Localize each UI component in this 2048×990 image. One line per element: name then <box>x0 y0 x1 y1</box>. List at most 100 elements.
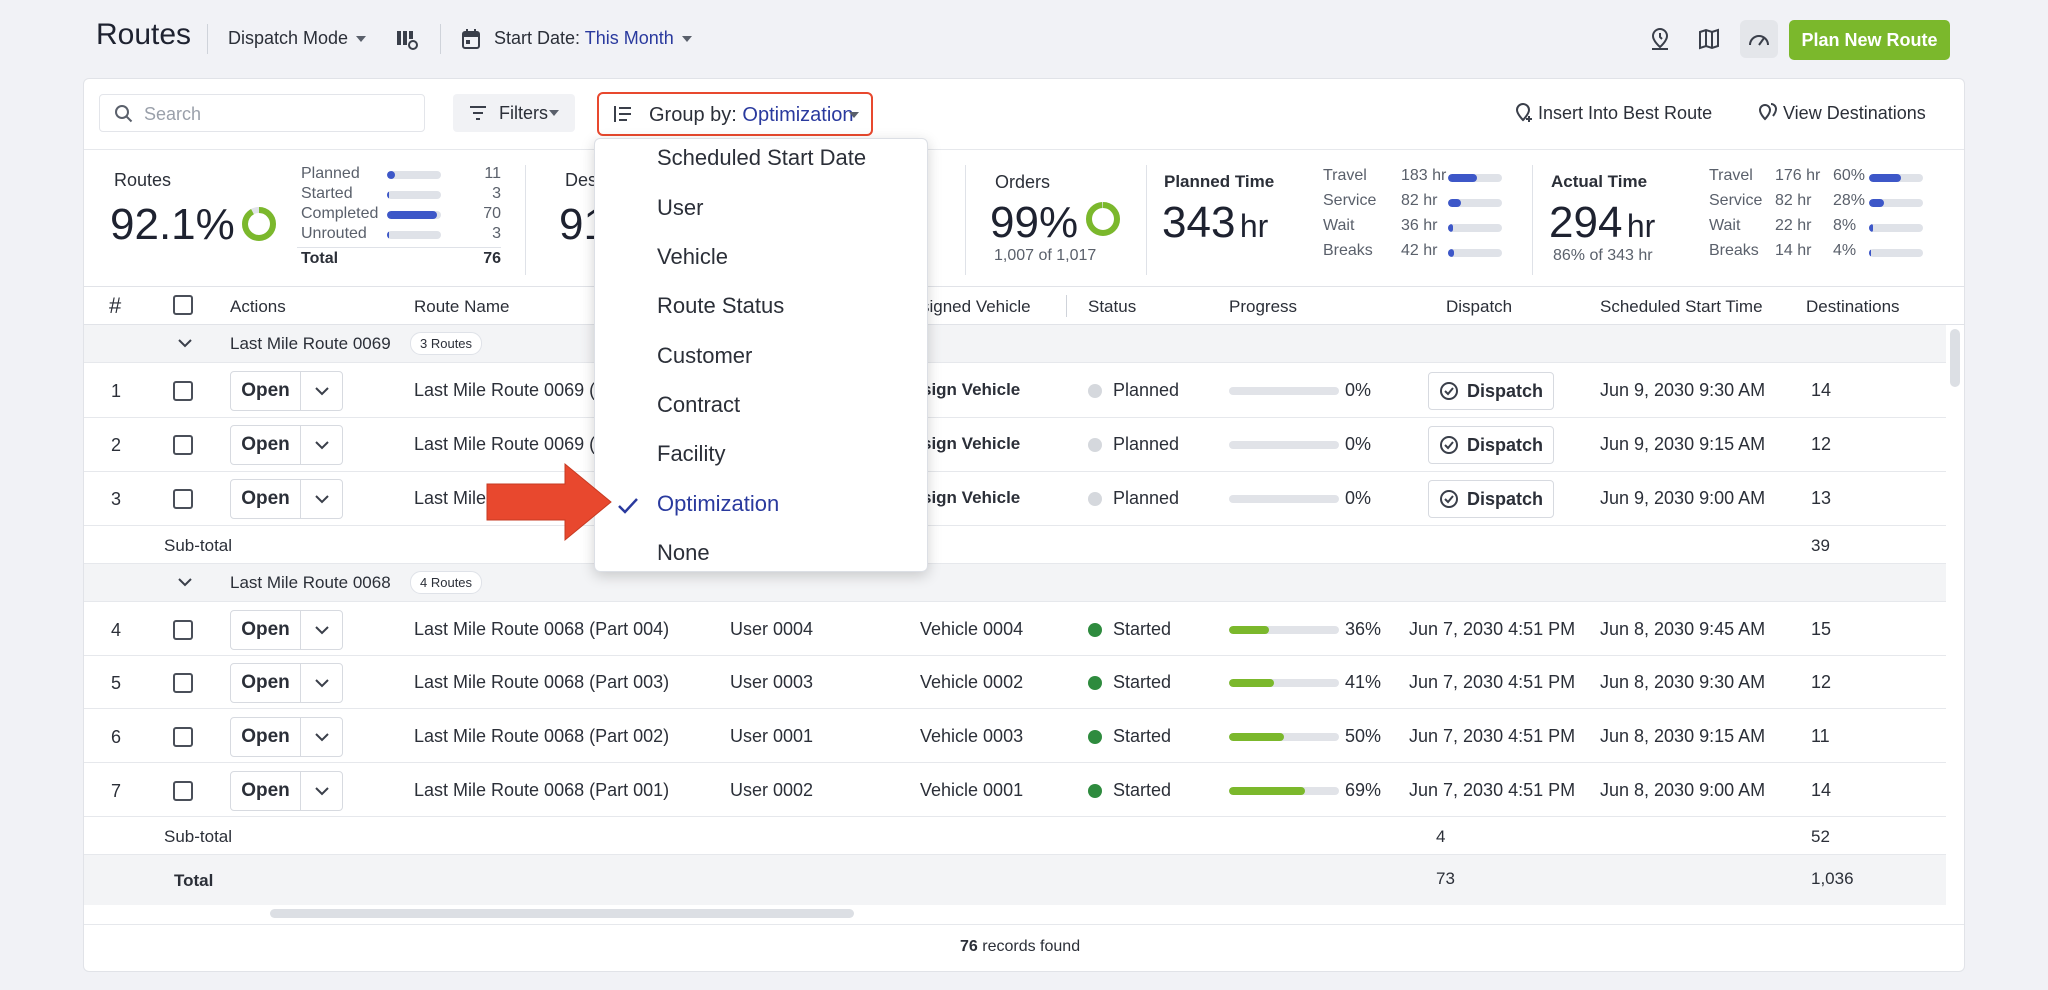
col-resize-handle[interactable] <box>1066 295 1067 317</box>
group-row[interactable]: Last Mile Route 0069 3 Routes <box>84 325 1946 363</box>
plan-new-route-button[interactable]: Plan New Route <box>1789 20 1950 60</box>
menu-item-facility[interactable]: Facility <box>657 441 726 466</box>
open-menu-chevron[interactable] <box>301 772 342 810</box>
col-scheduled-start[interactable]: Scheduled Start Time <box>1600 297 1763 316</box>
time-stat-pct: 4% <box>1833 242 1857 259</box>
time-stat-row: Breaks 42 hr <box>1323 242 1503 267</box>
open-split-button[interactable]: Open <box>230 663 343 703</box>
routes-stat-row: Started 3 <box>297 185 501 205</box>
menu-item-user[interactable]: User <box>657 195 704 220</box>
map-button[interactable] <box>1690 20 1728 58</box>
menu-item-vehicle[interactable]: Vehicle <box>657 244 728 269</box>
routes-stat-value: 70 <box>483 205 501 222</box>
open-split-button[interactable]: Open <box>230 610 343 650</box>
dashboard-gauge-button[interactable] <box>1740 20 1778 58</box>
row-number: 3 <box>111 489 122 509</box>
open-split-button[interactable]: Open <box>230 425 343 465</box>
group-row[interactable]: Last Mile Route 0068 4 Routes <box>84 564 1946 602</box>
location-history-button[interactable] <box>1641 20 1679 58</box>
open-split-button[interactable]: Open <box>230 771 343 811</box>
open-menu-chevron[interactable] <box>301 372 342 410</box>
row-checkbox[interactable] <box>173 673 193 693</box>
menu-item-customer[interactable]: Customer <box>657 343 753 368</box>
table-row: 2 Open Last Mile Route 0069 (sign Vehicle P… <box>84 418 1946 472</box>
open-menu-chevron[interactable] <box>301 426 342 464</box>
col-dispatch[interactable]: Dispatch <box>1446 297 1513 316</box>
view-destinations-button[interactable]: View Destinations <box>1757 103 1926 124</box>
stat-bar-fill <box>1869 174 1902 182</box>
table-row: 6 Open Last Mile Route 0068 (Part 002) User… <box>84 710 1946 763</box>
divider <box>84 924 1964 925</box>
stat-bar-fill <box>1448 199 1461 207</box>
row-checkbox[interactable] <box>173 620 193 640</box>
actual-time-label: Actual Time <box>1551 172 1648 191</box>
progress-fill <box>1229 787 1305 795</box>
stat-bar-fill <box>387 211 437 219</box>
table-header <box>84 287 1964 325</box>
dispatch-mode-dropdown[interactable]: Dispatch Mode <box>228 28 367 49</box>
col-assigned-vehicle[interactable]: signed Vehicle <box>921 297 1031 316</box>
stat-bar-fill <box>1448 249 1455 257</box>
open-split-button[interactable]: Open <box>230 479 343 519</box>
insert-best-route-button[interactable]: Insert Into Best Route <box>1514 102 1712 124</box>
dispatch-button[interactable]: Dispatch <box>1428 372 1554 410</box>
menu-item-none[interactable]: None <box>657 540 710 565</box>
open-menu-chevron[interactable] <box>301 611 342 649</box>
row-checkbox[interactable] <box>173 489 193 509</box>
vertical-scrollbar[interactable] <box>1950 329 1960 387</box>
open-button[interactable]: Open <box>231 480 301 518</box>
time-stat-label: Breaks <box>1323 242 1373 259</box>
open-button[interactable]: Open <box>231 372 301 410</box>
time-stat-label: Breaks <box>1709 242 1759 259</box>
start-date-dropdown[interactable]: Start Date: This Month <box>494 28 692 49</box>
open-menu-chevron[interactable] <box>301 480 342 518</box>
filters-button[interactable]: Filters <box>453 94 575 132</box>
row-checkbox[interactable] <box>173 727 193 747</box>
open-button[interactable]: Open <box>231 611 301 649</box>
search-input[interactable]: Search <box>99 94 425 132</box>
open-button[interactable]: Open <box>231 772 301 810</box>
menu-item-scheduled-start-date[interactable]: Scheduled Start Date <box>657 145 867 170</box>
open-menu-chevron[interactable] <box>301 718 342 756</box>
columns-settings-icon[interactable] <box>396 29 418 51</box>
status-dot <box>1088 492 1102 506</box>
select-all-checkbox[interactable] <box>173 295 193 315</box>
menu-item-optimization[interactable]: Optimization <box>657 491 780 516</box>
assigned-vehicle: Vehicle 0002 <box>920 672 1024 692</box>
stat-bar-fill <box>387 191 390 199</box>
open-button[interactable]: Open <box>231 664 301 702</box>
col-destinations[interactable]: Destinations <box>1806 297 1900 316</box>
status-dot <box>1088 384 1102 398</box>
stat-bar <box>387 191 441 199</box>
chevron-down-icon <box>549 110 559 116</box>
open-split-button[interactable]: Open <box>230 717 343 757</box>
stat-bar-fill <box>1869 249 1872 257</box>
stat-bar <box>387 211 441 219</box>
open-split-button[interactable]: Open <box>230 371 343 411</box>
stat-bar-fill <box>1869 224 1874 232</box>
row-checkbox[interactable] <box>173 435 193 455</box>
menu-item-contract[interactable]: Contract <box>657 392 741 417</box>
open-button[interactable]: Open <box>231 426 301 464</box>
progress-bar <box>1229 495 1339 503</box>
dispatch-button[interactable]: Dispatch <box>1428 480 1554 518</box>
assign-vehicle-link[interactable]: sign Vehicle <box>922 488 1021 507</box>
assign-vehicle-link[interactable]: sign Vehicle <box>922 434 1021 453</box>
row-checkbox[interactable] <box>173 781 193 801</box>
col-actions[interactable]: Actions <box>230 297 286 316</box>
col-progress[interactable]: Progress <box>1229 297 1298 316</box>
horizontal-scrollbar[interactable] <box>270 909 854 918</box>
dispatch-button[interactable]: Dispatch <box>1428 426 1554 464</box>
col-route-name[interactable]: Route Name <box>414 297 510 316</box>
row-checkbox[interactable] <box>173 381 193 401</box>
open-button[interactable]: Open <box>231 718 301 756</box>
chevron-down-icon[interactable] <box>178 578 192 587</box>
assign-vehicle-link[interactable]: sign Vehicle <box>922 380 1021 399</box>
menu-item-route-status[interactable]: Route Status <box>657 293 785 318</box>
actual-time-breakdown: Travel 176 hr 60% Service 82 hr 28% Wait 22 hr 8… <box>1709 167 1939 267</box>
col-status[interactable]: Status <box>1088 297 1137 316</box>
row-number: 4 <box>111 620 122 640</box>
open-menu-chevron[interactable] <box>301 664 342 702</box>
group-by-dropdown[interactable]: Group by: Optimization <box>597 92 873 136</box>
chevron-down-icon[interactable] <box>178 339 192 348</box>
